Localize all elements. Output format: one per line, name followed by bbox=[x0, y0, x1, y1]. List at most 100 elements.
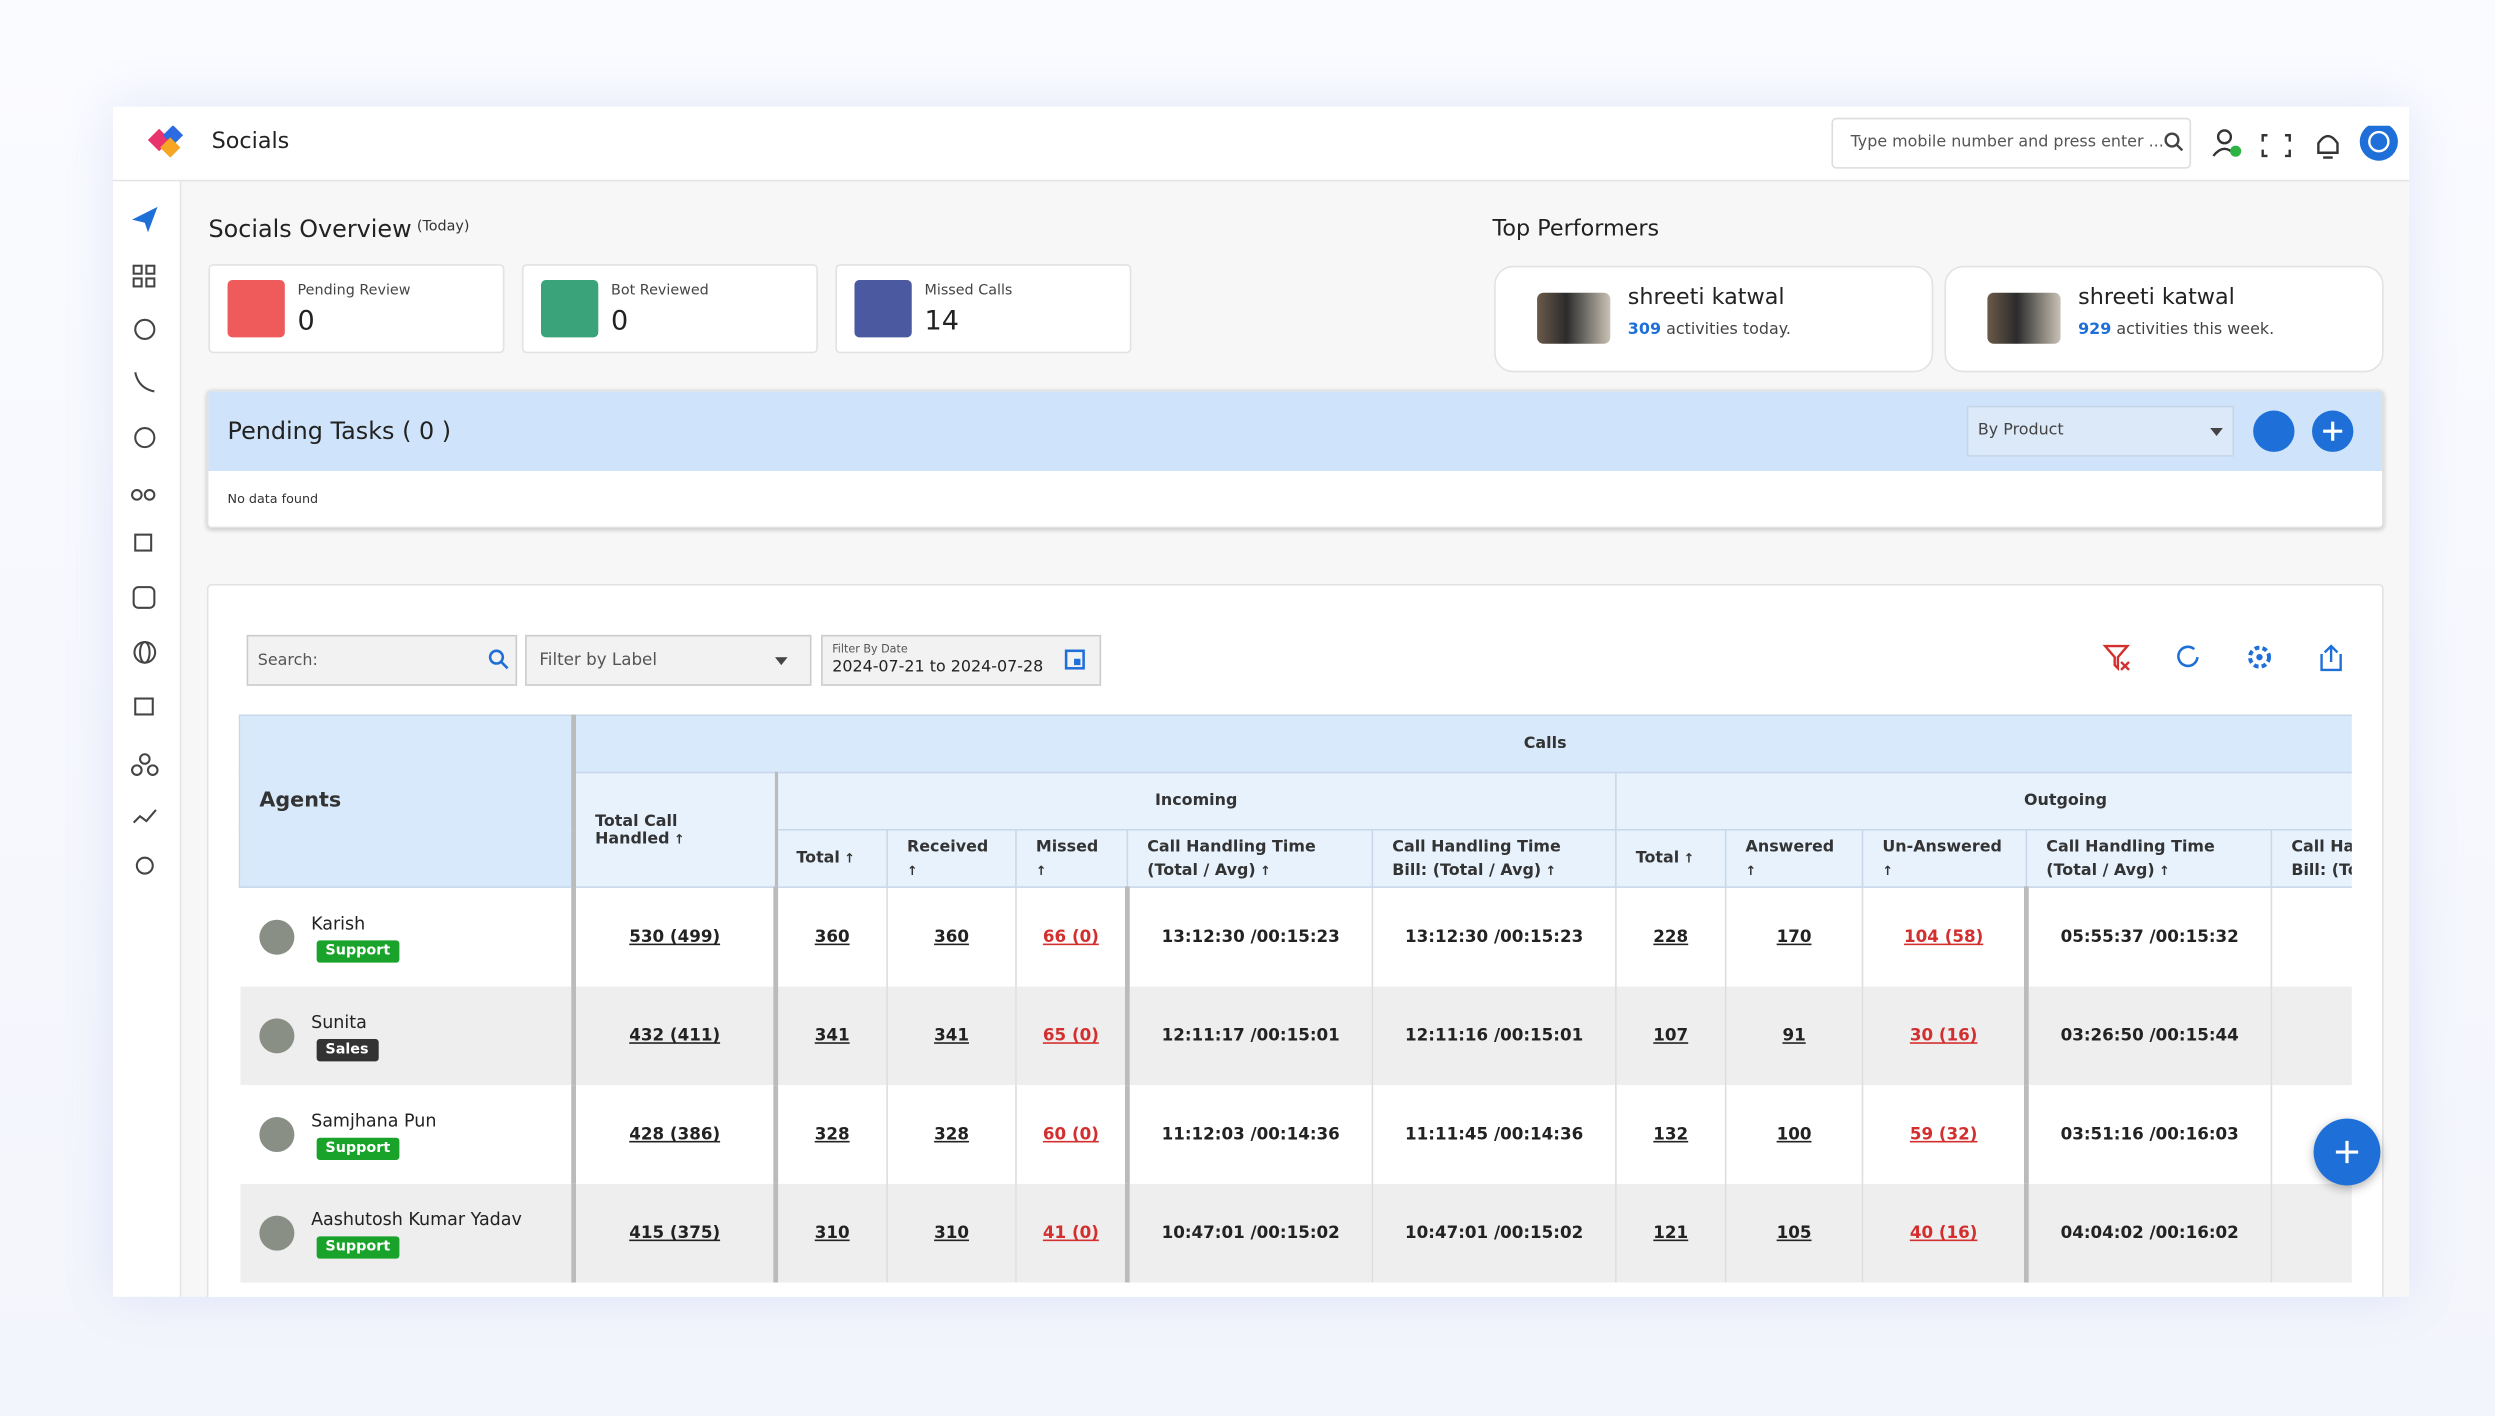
agent-cell: Aashutosh Kumar Yadav Support bbox=[239, 1183, 577, 1283]
card-value: 0 bbox=[297, 305, 315, 338]
column-header: Answered bbox=[1724, 829, 1864, 888]
metric-link[interactable]: 530 (499) bbox=[629, 927, 721, 947]
metric-link[interactable]: 228 bbox=[1653, 927, 1689, 947]
header-row: TotalReceivedMissedCall Handling Time (T… bbox=[239, 829, 2352, 888]
performer-card: shreeti katwal 309 activities today. bbox=[1494, 265, 1934, 373]
metric-link[interactable]: 60 (0) bbox=[1042, 1124, 1099, 1145]
metric-cell: 40 (16) bbox=[1862, 1183, 2029, 1283]
metric-cell: 228 bbox=[1615, 887, 1727, 987]
agent-row: Karish Support 530 (499) 360 360 66 (0) 13:12:… bbox=[239, 887, 2352, 987]
metric-link[interactable]: 432 (411) bbox=[629, 1026, 721, 1046]
total-handled-header: Total Call Handled bbox=[572, 771, 778, 888]
card-icon bbox=[854, 280, 912, 338]
card-label: Pending Review bbox=[297, 283, 411, 300]
metric-text: 13:12:30 /00:15:23 bbox=[1405, 927, 1584, 947]
agent-avatar bbox=[258, 1117, 294, 1153]
column-header: Total bbox=[774, 829, 888, 888]
metric-link[interactable]: 310 bbox=[814, 1223, 850, 1243]
metric-cell: 10:47:01 /00:15:02 bbox=[1372, 1183, 1617, 1283]
table-search-icon bbox=[488, 649, 509, 670]
label-filter-text: Filter by Label bbox=[539, 650, 657, 670]
metric-cell: 11:11:45 /00:14:36 bbox=[1372, 1085, 1617, 1184]
column-header: Call Handling Time Bill: (Total / Avg) bbox=[2270, 829, 2352, 888]
metric-link[interactable]: 132 bbox=[1653, 1124, 1689, 1145]
metric-link[interactable]: 328 bbox=[814, 1124, 850, 1145]
metric-link[interactable]: 121 bbox=[1653, 1223, 1689, 1243]
metric-link[interactable]: 310 bbox=[934, 1223, 969, 1243]
metric-link[interactable]: 341 bbox=[934, 1026, 969, 1046]
agent-name: Samjhana Pun bbox=[311, 1109, 437, 1131]
metric-link[interactable]: 360 bbox=[814, 927, 850, 947]
metric-cell: 170 bbox=[1725, 887, 1864, 987]
metric-link[interactable]: 105 bbox=[1776, 1223, 1812, 1243]
performer-card: shreeti katwal 929 activities this week. bbox=[1944, 265, 2384, 373]
sidebar-icons[interactable] bbox=[113, 181, 180, 897]
metric-cell: 03:26:50 /00:15:44 bbox=[2026, 986, 2273, 1086]
fab-add[interactable] bbox=[2313, 1118, 2381, 1186]
metric-link[interactable]: 107 bbox=[1653, 1026, 1689, 1046]
search-icon bbox=[2164, 132, 2184, 152]
metric-cell: 100 bbox=[1725, 1085, 1864, 1184]
metric-text: 11:11:45 /00:14:36 bbox=[1405, 1124, 1584, 1145]
metric-cell: 11:12:03 /00:14:36 bbox=[1127, 1085, 1374, 1184]
metric-link[interactable]: 104 (58) bbox=[1904, 927, 1984, 947]
agent-row: Aashutosh Kumar Yadav Support 415 (375) 310… bbox=[239, 1183, 2352, 1283]
agent-name: Karish bbox=[311, 912, 366, 934]
metric-link[interactable]: 65 (0) bbox=[1042, 1026, 1099, 1046]
table-search[interactable]: Search: bbox=[246, 634, 518, 686]
column-header: Total bbox=[1615, 829, 1727, 888]
metric-link[interactable]: 91 bbox=[1782, 1026, 1806, 1046]
table-search-label: Search: bbox=[257, 652, 318, 670]
metric-cell: 13:12:30 /00:15:23 bbox=[1372, 887, 1617, 987]
metric-link[interactable]: 360 bbox=[934, 927, 969, 947]
column-header: Call Handling Time (Total / Avg) bbox=[2025, 829, 2273, 888]
metric-cell: 04:04:02 /00:16:02 bbox=[2026, 1183, 2273, 1283]
agent-row: Sunita Sales 432 (411) 341 341 65 (0) 12:11:17… bbox=[239, 986, 2352, 1086]
metric-link[interactable]: 66 (0) bbox=[1042, 927, 1099, 947]
agent-team: Support bbox=[315, 1136, 400, 1160]
metric-cell: 30 (16) bbox=[1862, 986, 2029, 1086]
label-filter[interactable]: Filter by Label bbox=[525, 634, 812, 686]
agents-panel: Search: Filter by Label Filter By Date 2… bbox=[206, 583, 2384, 1297]
metric-text: 10:47:01 /00:15:02 bbox=[1161, 1223, 1340, 1243]
date-filter-label: Filter By Date bbox=[832, 642, 908, 656]
search-box[interactable]: Type mobile number and press enter ... bbox=[1831, 117, 2192, 169]
agent-avatar bbox=[258, 919, 294, 955]
metric-cell: 66 (0) bbox=[1015, 887, 1130, 987]
metric-link[interactable]: 341 bbox=[814, 1026, 850, 1046]
empty-message: No data found bbox=[227, 491, 319, 507]
metric-text: 05:55:37 /00:15:32 bbox=[2060, 927, 2239, 947]
metric-text: 12:11:17 /00:15:01 bbox=[1161, 1026, 1340, 1046]
table-actions[interactable] bbox=[2102, 643, 2357, 675]
metric-cell: 13:12:30 /00:15:23 bbox=[1127, 887, 1374, 987]
metric-link[interactable]: 40 (16) bbox=[1909, 1223, 1978, 1243]
header-row: Total Call HandledIncomingOutgoing bbox=[239, 771, 2352, 888]
metric-link[interactable]: 59 (32) bbox=[1909, 1124, 1978, 1145]
header-icons[interactable] bbox=[2210, 125, 2401, 164]
date-filter[interactable]: Filter By Date 2024-07-21 to 2024-07-28 bbox=[821, 634, 1102, 686]
agent-row: Samjhana Pun Support 428 (386) 328 328 60 (0)… bbox=[239, 1085, 2352, 1184]
metric-link[interactable]: 415 (375) bbox=[629, 1223, 721, 1243]
add-button[interactable] bbox=[2312, 410, 2354, 452]
metric-text: 03:51:16 /00:16:03 bbox=[2060, 1124, 2239, 1145]
fab-plus bbox=[2335, 1140, 2359, 1164]
metric-link[interactable]: 41 (0) bbox=[1042, 1223, 1099, 1243]
metric-link[interactable]: 428 (386) bbox=[629, 1124, 721, 1145]
performer-name: shreeti katwal bbox=[1627, 284, 1785, 311]
metric-link[interactable]: 328 bbox=[934, 1124, 969, 1145]
pending-tasks-panel: Pending Tasks ( 0 ) By Product No data f… bbox=[206, 389, 2384, 529]
app-name: Socials bbox=[211, 128, 290, 155]
label-filter-caret bbox=[774, 657, 788, 666]
metric-text: 13:12:30 /00:15:23 bbox=[1161, 927, 1340, 947]
product-dropdown[interactable]: By Product bbox=[1966, 405, 2235, 457]
metric-link[interactable]: 170 bbox=[1776, 927, 1812, 947]
metric-link[interactable]: 100 bbox=[1776, 1124, 1812, 1145]
refresh-button[interactable] bbox=[2253, 410, 2295, 452]
metric-text: 10:47:01 /00:15:02 bbox=[1405, 1223, 1584, 1243]
metric-cell: 432 (411) bbox=[573, 986, 779, 1086]
date-range: 2024-07-21 to 2024-07-28 bbox=[832, 658, 1044, 677]
metric-link[interactable]: 30 (16) bbox=[1909, 1026, 1978, 1046]
search-placeholder: Type mobile number and press enter ... bbox=[1850, 133, 2164, 152]
